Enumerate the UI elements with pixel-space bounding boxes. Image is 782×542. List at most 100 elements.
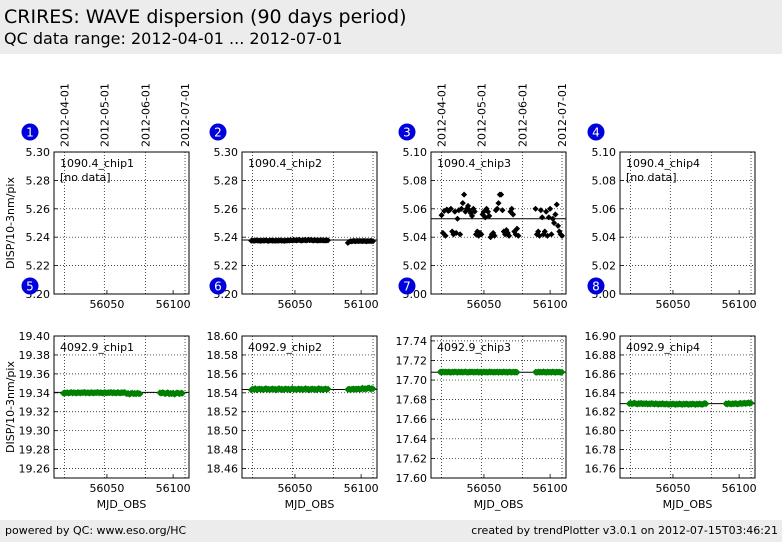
data-point	[494, 205, 501, 212]
panel-label: 4092.9_chip2	[248, 341, 322, 354]
no-data-note: [no data]	[60, 171, 111, 184]
data-point	[702, 400, 710, 408]
y-axis-label: DISP/10-3nm/pix	[4, 177, 17, 269]
data-point	[554, 222, 562, 229]
x-tick-label: 56050	[466, 482, 501, 495]
x-axis-label: MJD_OBS	[663, 498, 713, 511]
y-tick-label: 19.32	[19, 406, 51, 419]
plot-frame	[619, 151, 756, 295]
y-tick-label: 17.60	[396, 472, 428, 485]
y-tick-label: 17.68	[396, 394, 428, 407]
y-tick-label: 19.36	[19, 368, 51, 381]
data-point	[553, 201, 560, 208]
plot-frame	[430, 151, 567, 295]
chart-panel-5: 19.40 19.38 19.36 19.34 19.32 19.30 19.28 19.26…	[4, 277, 191, 511]
panel-number-badge	[21, 277, 39, 295]
data-point	[508, 205, 515, 212]
x-tick-label: 56050	[655, 298, 690, 311]
panel-label: 4092.9_chip1	[60, 341, 134, 354]
date-tick-label: 2012-05-01	[98, 83, 111, 147]
data-point	[552, 211, 559, 218]
panel-number: 1	[26, 126, 34, 140]
panel-label: 4092.9_chip4	[626, 341, 700, 354]
data-point	[460, 191, 468, 198]
y-tick-label: 16.90	[585, 330, 617, 343]
chart-panel-6: 18.60 18.58 18.56 18.54 18.52 18.50 18.48 18.46…	[207, 277, 379, 511]
y-tick-label: 18.48	[207, 444, 239, 457]
x-tick-label: 56100	[156, 482, 191, 495]
header-bar: CRIRES: WAVE dispersion (90 days period)…	[0, 0, 782, 54]
x-tick-label: 56100	[533, 482, 568, 495]
panel-label: 1090.4_chip4	[626, 157, 700, 170]
y-tick-label: 5.24	[26, 231, 51, 244]
chart-panel-7: 17.74 17.72 17.70 17.68 17.66 17.64 17.62 17.60…	[396, 277, 568, 511]
x-tick-label: 56100	[533, 298, 568, 311]
y-tick-label: 5.28	[26, 174, 51, 187]
y-tick-label: 16.84	[585, 387, 617, 400]
date-tick-label: 2012-06-01	[516, 83, 529, 147]
panel-number: 2	[214, 126, 222, 140]
data-point	[495, 199, 502, 207]
y-tick-label: 5.04	[403, 231, 428, 244]
data-point	[442, 232, 449, 239]
data-point	[454, 215, 461, 222]
data-point	[458, 205, 465, 212]
x-tick-label: 56100	[344, 482, 379, 495]
y-tick-label: 16.86	[585, 368, 617, 381]
y-tick-label: 16.82	[585, 406, 617, 419]
footer-created: created by trendPlotter v3.0.1 on 2012-0…	[471, 524, 778, 537]
data-point	[532, 205, 539, 212]
y-tick-label: 5.02	[592, 260, 617, 273]
y-tick-label: 19.34	[19, 387, 51, 400]
data-point	[497, 191, 505, 198]
y-tick-label: 5.08	[403, 174, 428, 187]
y-tick-label: 5.04	[592, 231, 617, 244]
data-point	[546, 205, 554, 212]
y-tick-label: 17.72	[396, 354, 428, 367]
y-tick-label: 5.22	[26, 260, 51, 273]
x-tick-label: 56100	[344, 298, 379, 311]
data-point	[369, 385, 377, 393]
x-tick-label: 56050	[89, 482, 124, 495]
x-axis-label: MJD_OBS	[285, 498, 335, 511]
y-tick-label: 5.24	[214, 231, 239, 244]
page-subtitle: QC data range: 2012-04-01 ... 2012-07-01	[4, 29, 343, 48]
y-tick-label: 5.28	[214, 174, 239, 187]
footer-bar: powered by QC: www.eso.org/HC created by…	[0, 520, 782, 542]
y-tick-label: 16.88	[585, 349, 617, 362]
panel-number: 6	[214, 280, 222, 294]
plot-frame	[430, 335, 567, 479]
data-point	[513, 225, 521, 232]
y-tick-label: 17.74	[396, 335, 428, 348]
data-point	[459, 199, 466, 207]
data-point	[447, 205, 455, 212]
data-point	[369, 238, 377, 245]
panel-label: 1090.4_chip3	[437, 157, 511, 170]
data-point	[505, 232, 513, 239]
y-tick-label: 19.26	[19, 463, 51, 476]
data-point	[539, 214, 546, 221]
data-point	[136, 390, 144, 398]
date-tick-label: 2012-04-01	[436, 83, 449, 147]
panel-number-badge	[209, 277, 227, 295]
y-tick-label: 18.58	[207, 349, 239, 362]
panel-label: 1090.4_chip2	[248, 157, 322, 170]
plot-frame	[53, 151, 190, 295]
data-point	[178, 389, 186, 397]
y-axis-label: DISP/10-3nm/pix	[4, 361, 17, 453]
plot-frame	[241, 335, 378, 479]
data-point	[468, 212, 476, 220]
y-tick-label: 18.54	[207, 387, 239, 400]
x-tick-label: 56050	[277, 482, 312, 495]
y-tick-label: 19.40	[19, 330, 51, 343]
data-point	[456, 231, 464, 238]
panel-number-badge	[21, 123, 39, 141]
y-tick-label: 5.22	[214, 260, 239, 273]
plot-frame	[241, 151, 378, 295]
data-point	[491, 232, 498, 239]
y-tick-label: 19.28	[19, 444, 51, 457]
data-point	[324, 385, 332, 393]
